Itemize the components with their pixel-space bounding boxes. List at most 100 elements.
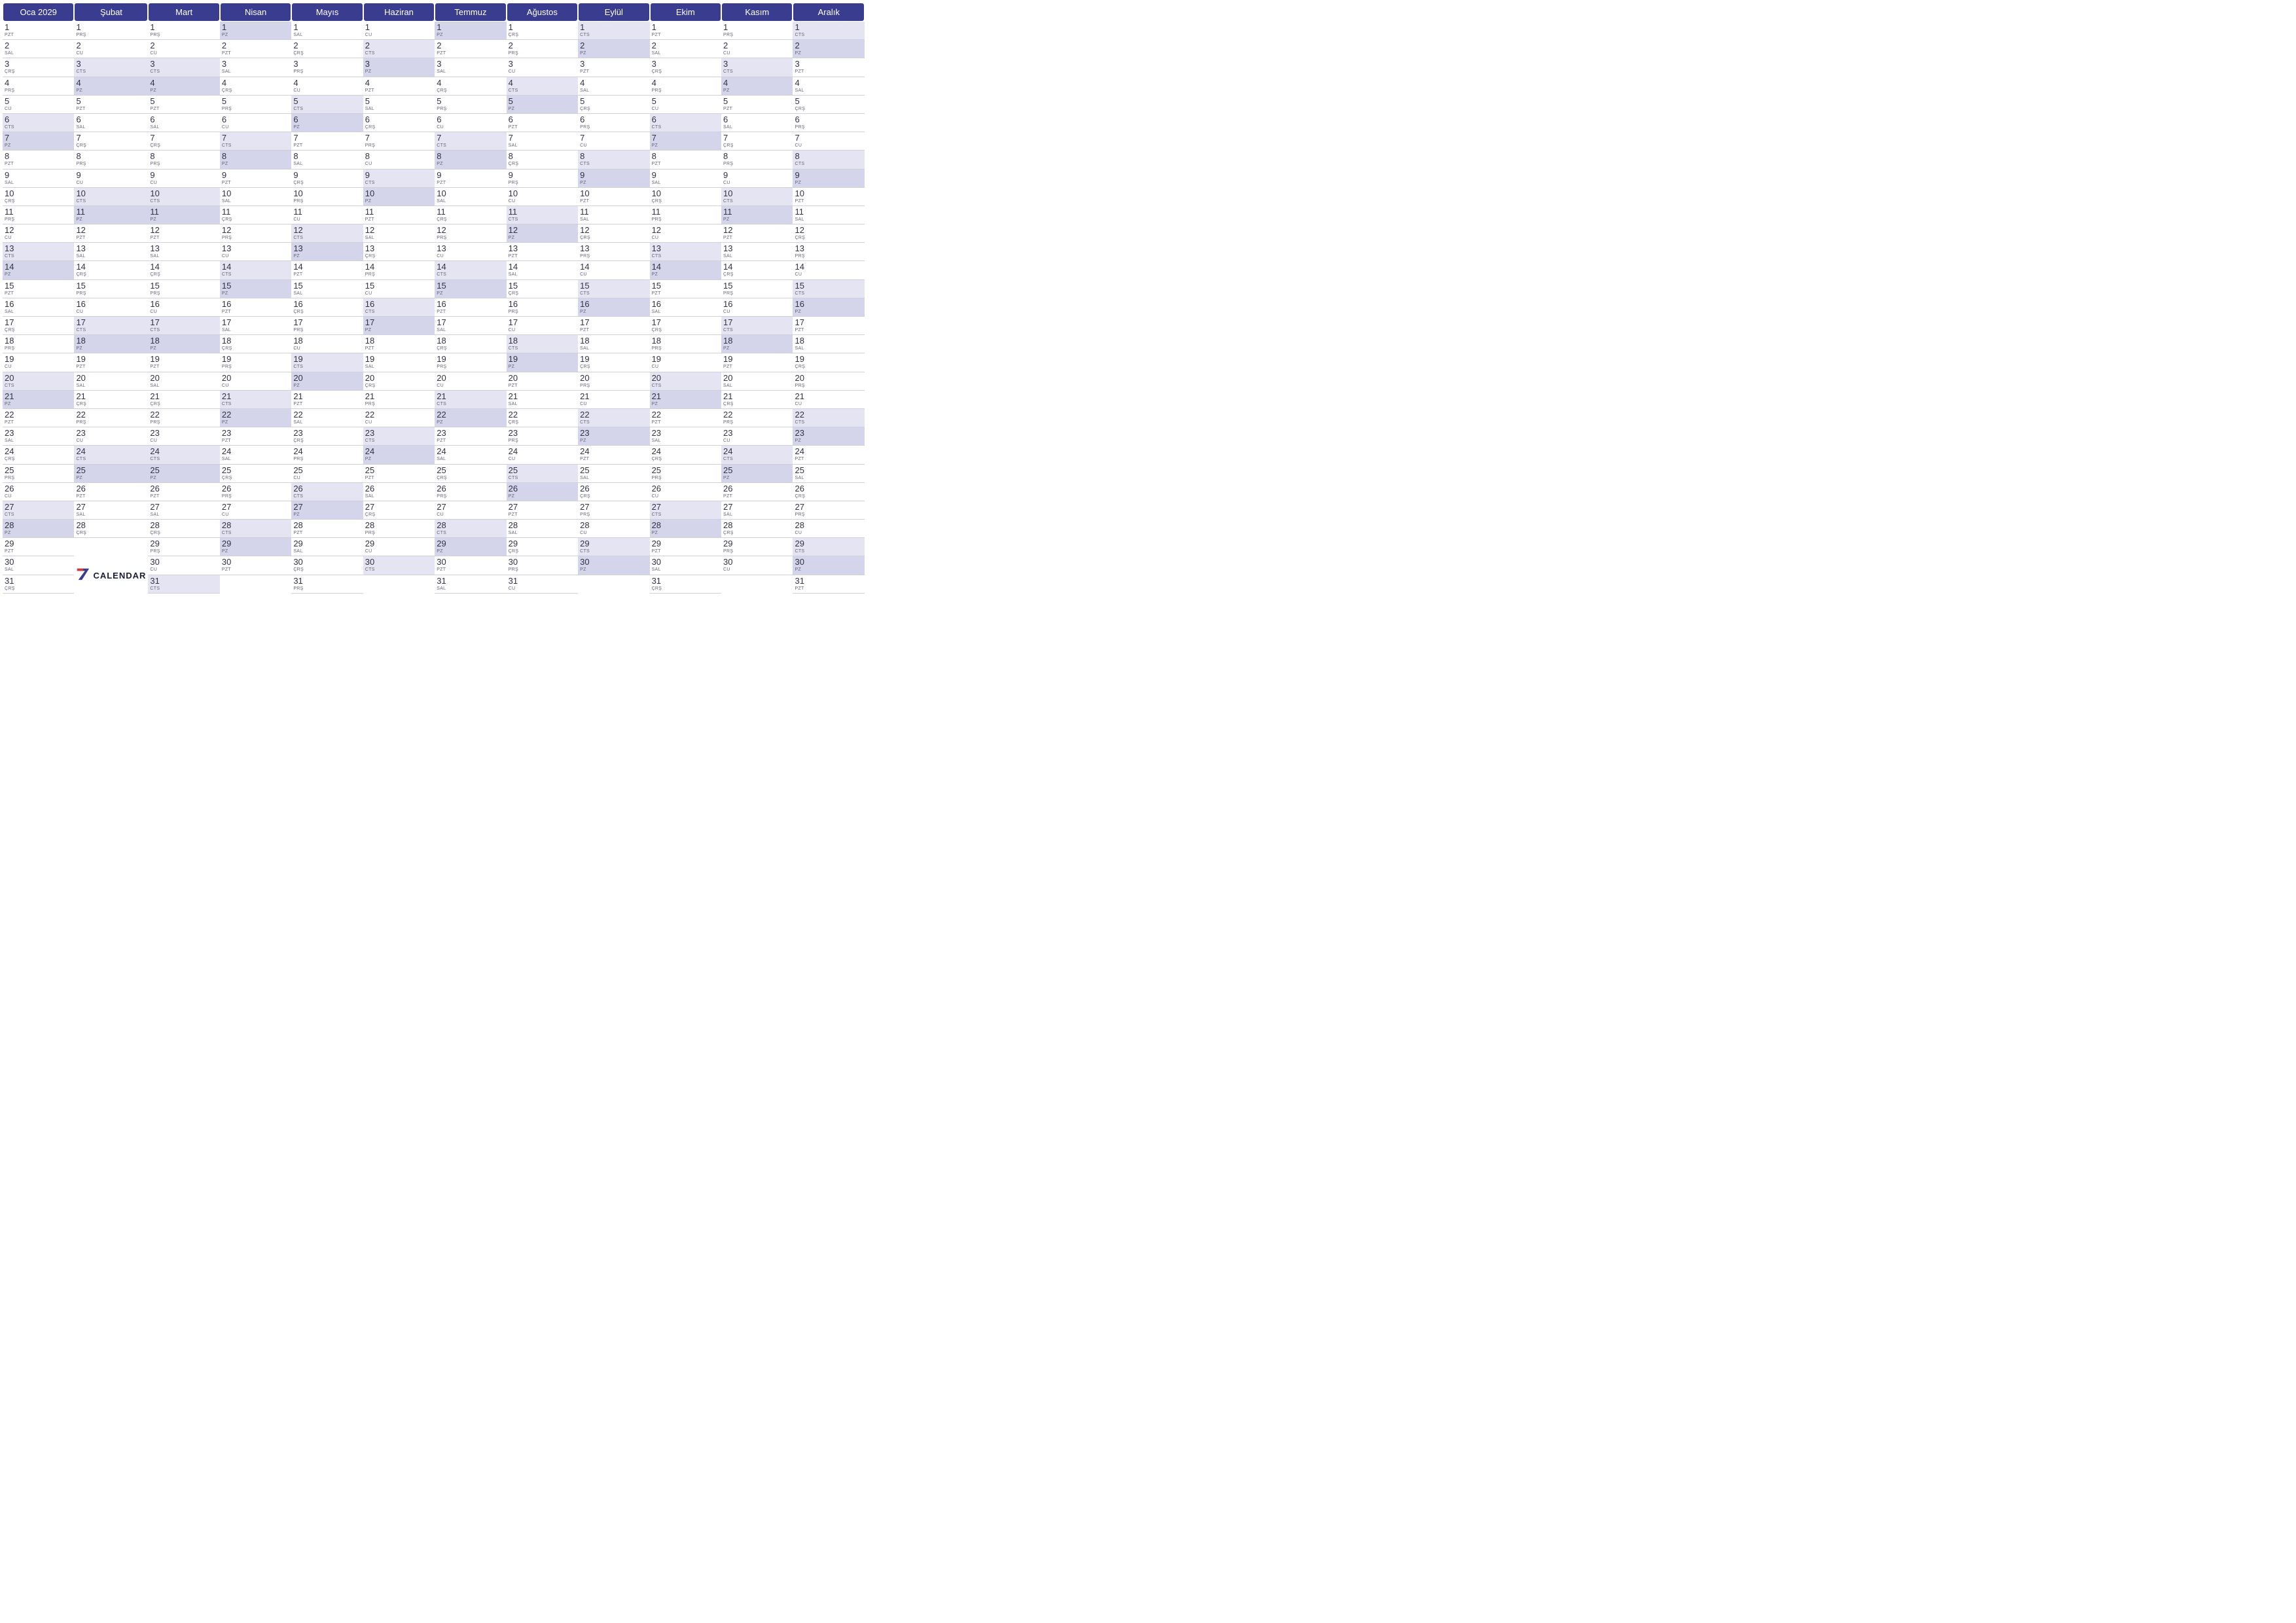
day-number: 10 xyxy=(437,189,504,198)
day-cell: 21PRŞ xyxy=(363,391,435,409)
day-cell: 30SAL xyxy=(3,556,74,575)
day-cell: 27CU xyxy=(220,501,291,520)
day-cell: 24PZ xyxy=(363,446,435,464)
day-cell: 17SAL xyxy=(435,317,506,335)
day-cell: 18PZT xyxy=(363,335,435,353)
empty-cell xyxy=(363,575,435,594)
day-cell: 4SAL xyxy=(793,77,864,96)
day-number: 25 xyxy=(365,466,433,474)
day-abbr: CTS xyxy=(76,199,146,204)
day-abbr: PZ xyxy=(365,328,433,332)
day-cell: 16CTS xyxy=(363,298,435,317)
day-number: 24 xyxy=(365,447,433,455)
day-cell: 5PZT xyxy=(74,96,148,114)
day-abbr: PRŞ xyxy=(150,549,217,554)
day-abbr: SAL xyxy=(795,476,862,480)
day-number: 4 xyxy=(150,79,217,87)
month-header: Ekim xyxy=(650,3,721,22)
day-number: 26 xyxy=(723,484,791,493)
day-cell: 2PZT xyxy=(220,40,291,58)
day-abbr: SAL xyxy=(150,383,217,388)
day-number: 7 xyxy=(76,134,146,142)
day-cell: 7PRŞ xyxy=(363,132,435,151)
day-cell: 3PRŞ xyxy=(291,58,363,77)
day-abbr: CTS xyxy=(580,162,647,166)
day-number: 15 xyxy=(652,281,719,290)
day-cell: 22ÇRŞ xyxy=(507,409,578,427)
day-abbr: CTS xyxy=(293,494,361,499)
day-number: 23 xyxy=(509,429,576,437)
day-number: 27 xyxy=(150,503,217,511)
day-number: 7 xyxy=(222,134,289,142)
day-abbr: ÇRŞ xyxy=(652,328,719,332)
day-number: 2 xyxy=(437,41,504,50)
day-cell: 4PRŞ xyxy=(3,77,74,96)
day-cell: 27SAL xyxy=(721,501,793,520)
day-cell: 24PZT xyxy=(793,446,864,464)
day-abbr: CTS xyxy=(437,402,504,406)
day-cell: 21ÇRŞ xyxy=(721,391,793,409)
day-cell: 11SAL xyxy=(793,206,864,224)
day-cell: 11CTS xyxy=(507,206,578,224)
day-cell: 24ÇRŞ xyxy=(650,446,721,464)
day-cell: 27SAL xyxy=(148,501,219,520)
day-number: 21 xyxy=(222,392,289,401)
day-abbr: ÇRŞ xyxy=(76,272,146,277)
day-cell: 28PZT xyxy=(291,520,363,538)
day-abbr: PRŞ xyxy=(5,88,72,93)
day-cell: 14PRŞ xyxy=(363,261,435,279)
day-abbr: PRŞ xyxy=(795,254,862,259)
day-number: 26 xyxy=(509,484,576,493)
day-abbr: CTS xyxy=(76,457,146,461)
day-number: 19 xyxy=(150,355,217,363)
day-abbr: PZ xyxy=(437,549,504,554)
day-cell: 10CU xyxy=(507,188,578,206)
day-number: 20 xyxy=(795,374,862,382)
day-number: 11 xyxy=(222,207,289,216)
day-cell: 11PRŞ xyxy=(650,206,721,224)
day-abbr: PZ xyxy=(293,125,361,130)
day-number: 12 xyxy=(437,226,504,234)
day-abbr: PRŞ xyxy=(652,217,719,222)
day-abbr: PZT xyxy=(222,438,289,443)
day-abbr: PZ xyxy=(795,310,862,314)
day-abbr: CTS xyxy=(580,291,647,296)
day-cell: 15CTS xyxy=(793,280,864,298)
day-abbr: PRŞ xyxy=(652,346,719,351)
day-abbr: PZT xyxy=(76,107,146,111)
day-cell: 28CTS xyxy=(435,520,506,538)
day-abbr: CU xyxy=(580,402,647,406)
day-number: 17 xyxy=(437,318,504,327)
empty-cell: CALENDAR xyxy=(74,556,148,593)
day-abbr: PZ xyxy=(76,88,146,93)
day-number: 21 xyxy=(5,392,72,401)
day-abbr: CU xyxy=(509,328,576,332)
day-cell: 1CU xyxy=(363,22,435,40)
day-number: 1 xyxy=(222,23,289,31)
day-cell: 2SAL xyxy=(3,40,74,58)
day-abbr: CTS xyxy=(509,346,576,351)
day-number: 18 xyxy=(365,336,433,345)
day-number: 6 xyxy=(222,115,289,124)
day-number: 28 xyxy=(509,521,576,529)
day-cell: 1PZT xyxy=(3,22,74,40)
day-cell: 25PRŞ xyxy=(3,465,74,483)
day-number: 22 xyxy=(293,410,361,419)
day-cell: 29PRŞ xyxy=(148,538,219,556)
day-cell: 17ÇRŞ xyxy=(650,317,721,335)
day-number: 17 xyxy=(76,318,146,327)
day-number: 30 xyxy=(5,558,72,566)
day-cell: 29PZT xyxy=(3,538,74,556)
day-cell: 26ÇRŞ xyxy=(793,483,864,501)
day-number: 17 xyxy=(5,318,72,327)
day-number: 20 xyxy=(580,374,647,382)
day-number: 11 xyxy=(76,207,146,216)
day-number: 30 xyxy=(652,558,719,566)
day-cell: 16ÇRŞ xyxy=(291,298,363,317)
day-abbr: PRŞ xyxy=(795,383,862,388)
day-abbr: PZ xyxy=(5,402,72,406)
day-cell: 22PZT xyxy=(650,409,721,427)
day-abbr: PRŞ xyxy=(437,236,504,240)
day-cell: 30SAL xyxy=(650,556,721,575)
day-cell: 31PRŞ xyxy=(291,575,363,594)
